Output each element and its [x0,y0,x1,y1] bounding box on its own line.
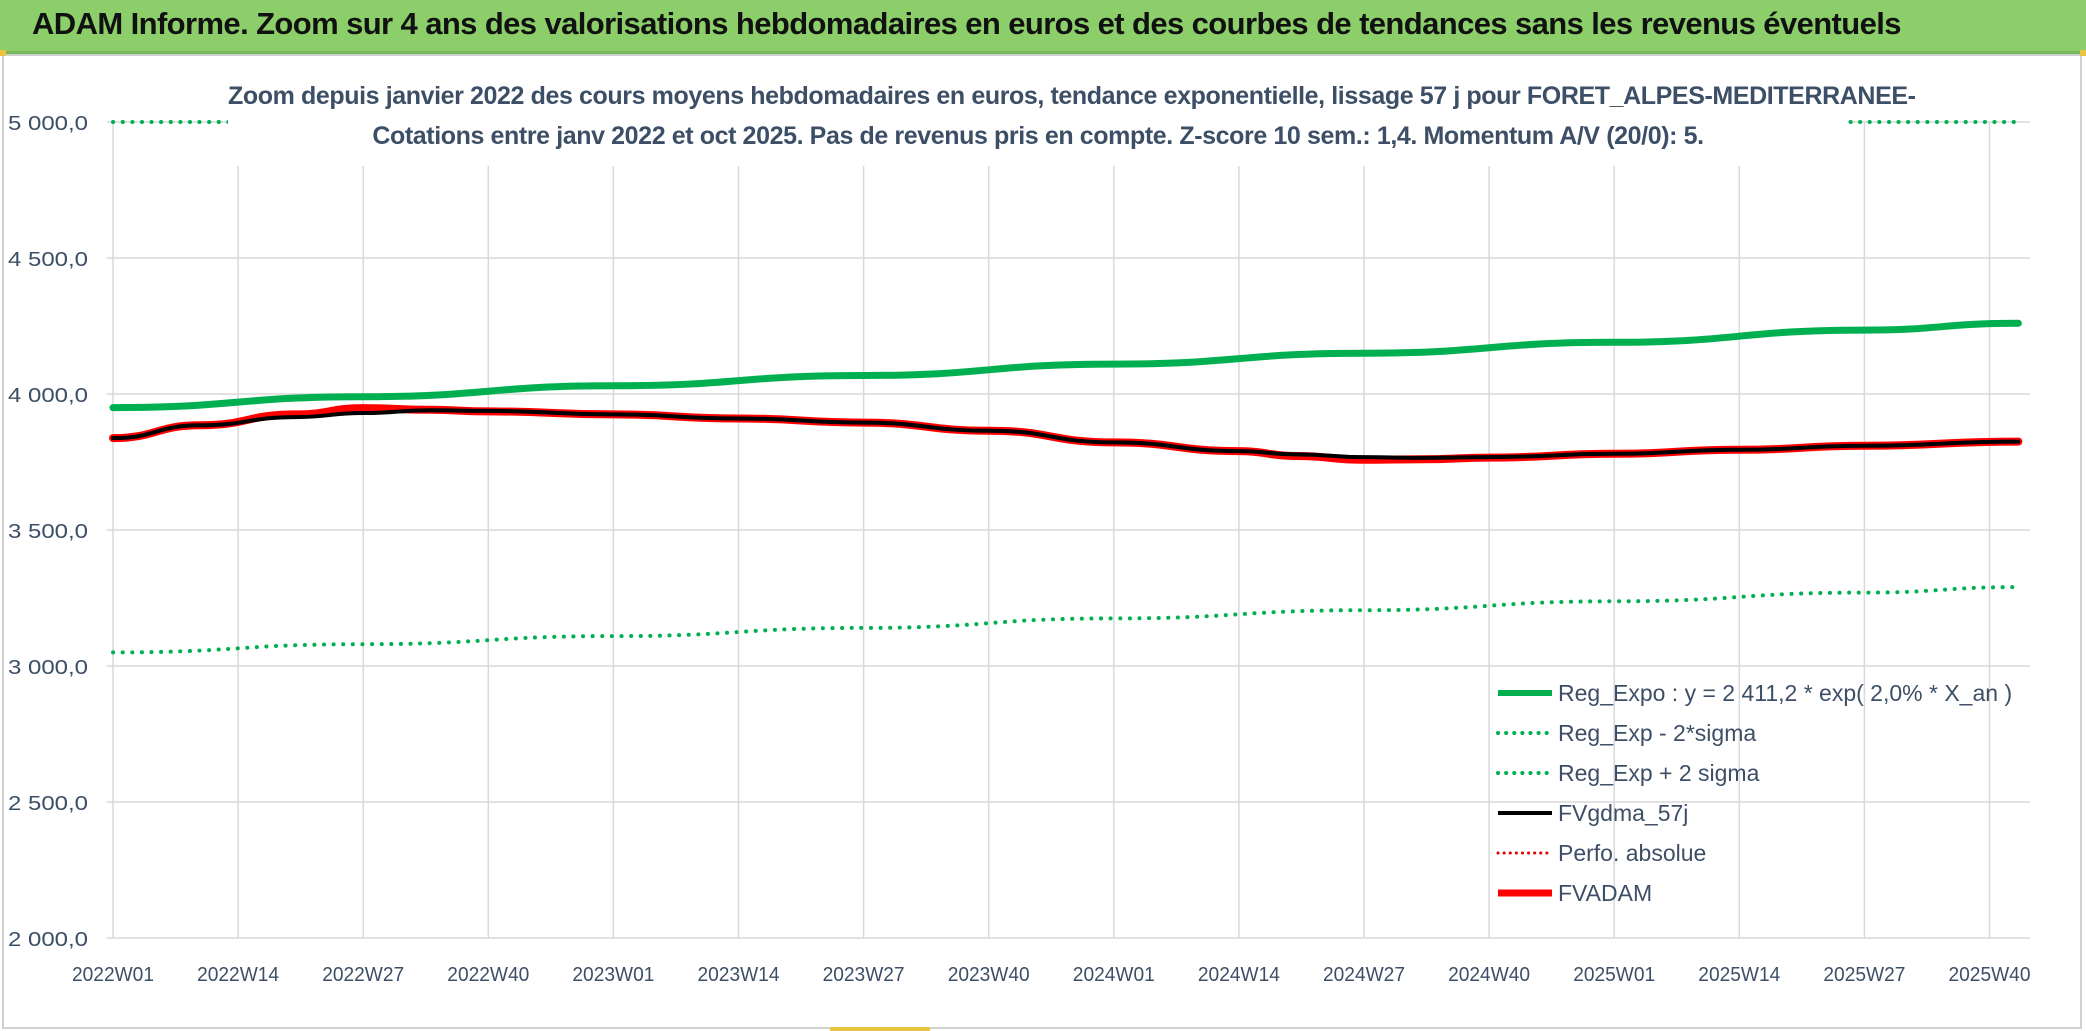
y-tick-label: 3 000,0 [8,657,88,679]
legend-item-perfo: Perfo. absolue [1496,838,1706,868]
x-tick-label: 2022W14 [197,964,279,986]
chart-title-line-2: Cotations entre janv 2022 et oct 2025. P… [372,122,1704,150]
x-tick-label: 2023W01 [572,964,654,986]
x-tick-label: 2024W40 [1448,964,1530,986]
frame-corner-mark-bottom [830,1027,930,1031]
legend-item-reg-expo: Reg_Expo : y = 2 411,2 * exp( 2,0% * X_a… [1496,678,2012,708]
banner-title: ADAM Informe. Zoom sur 4 ans des valoris… [32,6,1902,41]
x-tick-label: 2022W27 [322,964,404,986]
x-tick-label: 2022W40 [447,964,529,986]
legend-item-fvadam: FVADAM [1496,878,1652,908]
series-line-0-reg-expo [109,319,2022,412]
x-tick-label: 2023W27 [823,964,905,986]
chart-frame [2,54,2082,1029]
series-line-1-reg-exp [111,585,2021,655]
x-tick-label: 2023W14 [698,964,780,986]
legend-item-fvgdma: FVgdma_57j [1496,798,1688,828]
legend-swatch-reg-exp-minus [1496,731,1554,735]
legend-swatch-fvadam [1498,889,1552,897]
legend-item-reg-exp-plus: Reg_Exp + 2 sigma [1496,758,1759,788]
legend-swatch-reg-exp-plus [1496,771,1554,775]
legend-swatch-perfo [1496,851,1554,855]
x-tick-label: 2025W27 [1823,964,1905,986]
x-tick-label: 2024W14 [1198,964,1280,986]
y-tick-label: 2 000,0 [8,929,88,951]
y-tick-label: 3 500,0 [8,521,88,543]
frame-corner-mark-top-right [2080,50,2086,56]
x-tick-label: 2025W14 [1698,964,1780,986]
legend-label-reg-exp-plus: Reg_Exp + 2 sigma [1558,759,1760,786]
frame-corner-mark-top-left [0,50,6,56]
series-line-5-fvadam [109,404,2023,464]
chart-title-box: Zoom depuis janvier 2022 des cours moyen… [228,78,1916,166]
grid-lines [107,121,2030,939]
legend-label-fvgdma: FVgdma_57j [1558,799,1689,826]
legend-swatch-fvgdma [1498,811,1552,815]
legend-label-reg-expo: Reg_Expo : y = 2 411,2 * exp( 2,0% * X_a… [1558,679,2013,706]
x-tick-label: 2025W01 [1573,964,1655,986]
axis-labels: 2 000,0 2 500,0 3 000,0 3 500,0 4 000,0 4 500… [8,113,2031,986]
x-tick-label: 2024W27 [1323,964,1405,986]
legend-label-reg-exp-minus: Reg_Exp - 2*sigma [1558,719,1757,746]
x-tick-label: 2025W40 [1949,964,2031,986]
y-tick-label: 5 000,0 [8,113,88,135]
x-tick-label: 2022W01 [72,964,154,986]
series-lines [109,119,2023,655]
chart-title-line-1: Zoom depuis janvier 2022 des cours moyen… [228,82,1916,110]
y-tick-label: 4 500,0 [8,249,88,271]
legend-item-reg-exp-minus: Reg_Exp - 2*sigma [1496,718,1756,748]
legend-swatch-reg-expo [1498,690,1552,696]
legend-label-fvadam: FVADAM [1558,879,1653,906]
x-tick-label: 2023W40 [948,964,1030,986]
title-banner: ADAM Informe. Zoom sur 4 ans des valoris… [0,0,2086,54]
series-line-3-fvgdma-57j [111,408,2021,460]
legend-label-perfo: Perfo. absolue [1558,839,1707,866]
x-tick-label: 2024W01 [1073,964,1155,986]
y-tick-label: 2 500,0 [8,793,88,815]
y-tick-label: 4 000,0 [8,385,88,407]
